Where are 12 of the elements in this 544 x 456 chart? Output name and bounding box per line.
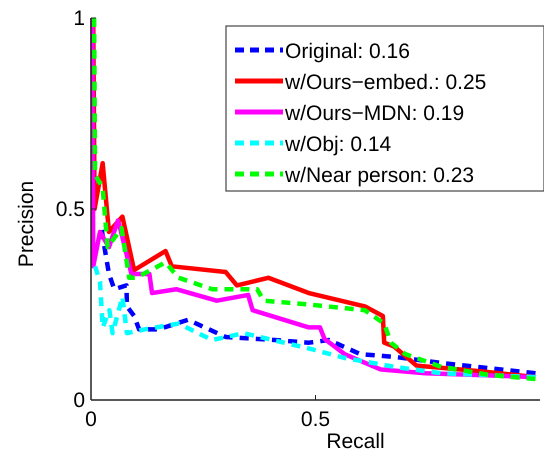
line-series (92, 264, 538, 380)
legend-label: w/Obj: 0.14 (284, 133, 392, 156)
y-tick-label: 0.5 (56, 198, 85, 221)
legend-label: Original: 0.16 (285, 40, 410, 63)
legend-label: w/Near person: 0.23 (284, 164, 474, 187)
line-series (100, 228, 538, 376)
y-axis-title: Precision (15, 180, 38, 268)
y-tick-label: 1 (73, 7, 85, 30)
y-tick-label: 0 (73, 389, 85, 412)
legend-label: w/Ours−MDN: 0.19 (284, 102, 464, 125)
legend-label: w/Ours−embed.: 0.25 (284, 71, 486, 94)
x-axis-title: Recall (326, 430, 385, 453)
